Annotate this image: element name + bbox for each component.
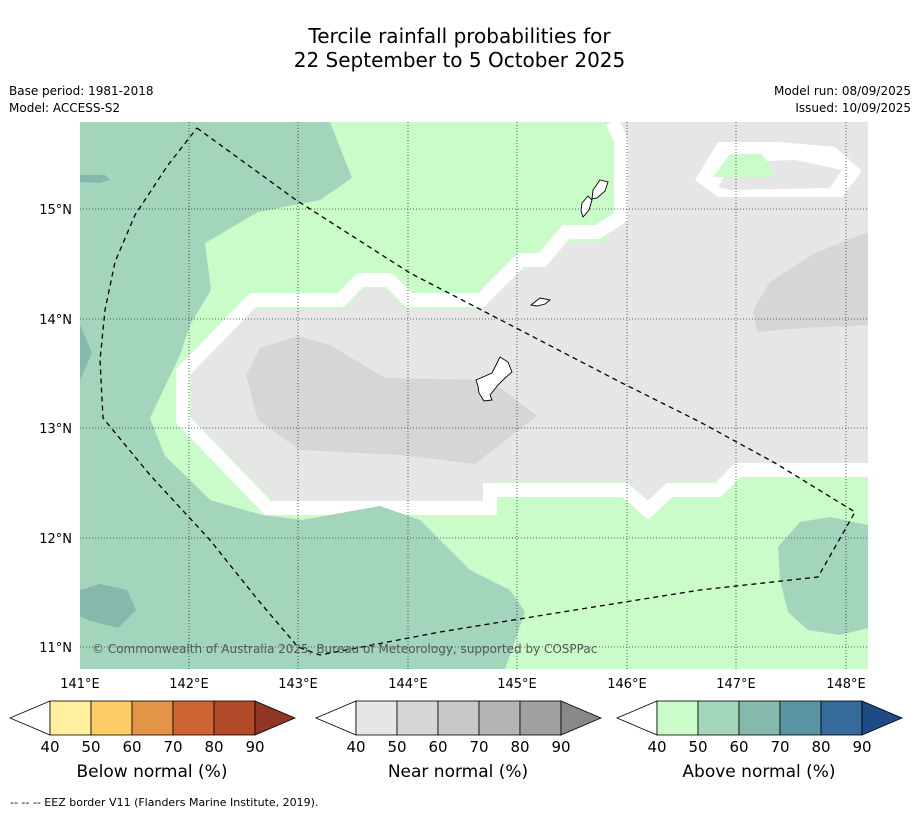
- model-name: Model: ACCESS-S2: [9, 101, 121, 115]
- above-normal-50-60-west: [80, 122, 525, 669]
- green-patch-east: [713, 154, 776, 177]
- issued-date: Issued: 10/09/2025: [795, 101, 911, 115]
- lat-label: 14°N: [39, 313, 72, 328]
- near-normal-boundary: [176, 122, 868, 520]
- guam-island: [475, 356, 513, 402]
- tinian-island: [580, 195, 593, 218]
- lat-label: 15°N: [39, 203, 72, 218]
- lon-label: 146°E: [607, 677, 647, 692]
- colorbar-tick-label: 90: [245, 738, 264, 756]
- colorbar-segment: [656, 700, 699, 736]
- colorbar-tick-label: 80: [510, 738, 529, 756]
- colorbar-tick-label: 70: [469, 738, 488, 756]
- lon-label: 147°E: [716, 677, 756, 692]
- colorbar-tick-label: 50: [81, 738, 100, 756]
- meta-left: Base period: 1981-2018 Model: ACCESS-S2: [9, 83, 154, 117]
- lon-label: 145°E: [497, 677, 537, 692]
- colorbar-tick-label: 40: [346, 738, 365, 756]
- colorbar-arrow-low: [615, 700, 658, 736]
- colorbar-tick-label: 80: [204, 738, 223, 756]
- colorbar-arrow-high: [861, 700, 904, 736]
- colorbar-tick-label: 60: [729, 738, 748, 756]
- above-normal-60-70-sw: [80, 584, 136, 628]
- lat-label: 13°N: [39, 422, 72, 437]
- colorbar-segment: [697, 700, 740, 736]
- above-normal-60-70-nw: [80, 175, 110, 183]
- colorbar-near-normal: 40 50 60 70 80 90: [314, 700, 603, 756]
- colorbar-tick-label: 50: [688, 738, 707, 756]
- colorbar-segment: [213, 700, 256, 736]
- colorbar-segment: [49, 700, 92, 736]
- colorbar-segment: [355, 700, 398, 736]
- colorbar-tick-label: 60: [428, 738, 447, 756]
- colorbar-tick-label: 40: [40, 738, 59, 756]
- colorbar-tick-label: 90: [551, 738, 570, 756]
- lon-label: 143°E: [278, 677, 318, 692]
- model-run: Model run: 08/09/2025: [773, 84, 911, 98]
- colorbar-arrow-high: [560, 700, 603, 736]
- colorbar-segment: [90, 700, 133, 736]
- rota-island: [529, 297, 552, 307]
- graticule: [80, 122, 868, 669]
- colorbar-tick-label: 40: [647, 738, 666, 756]
- colorbar-below-normal: 40 50 60 70 80 90: [8, 700, 297, 756]
- colorbar-tick-label: 80: [811, 738, 830, 756]
- copyright-text: © Commonwealth of Australia 2025, Bureau…: [92, 642, 597, 656]
- meta-right: Model run: 08/09/2025 Issued: 10/09/2025: [774, 83, 911, 117]
- colorbar-arrow-low: [314, 700, 357, 736]
- colorbar-segment: [820, 700, 863, 736]
- lon-labels: 141°E 142°E 143°E 144°E 145°E 146°E 147°…: [60, 677, 866, 692]
- colorbar-above-normal: 40 50 60 70 80 90: [615, 700, 904, 756]
- colorbar-arrow-low: [8, 700, 51, 736]
- colorbar-segment: [519, 700, 562, 736]
- probability-fields: [80, 122, 868, 669]
- lat-label: 11°N: [39, 641, 72, 656]
- lon-label: 141°E: [60, 677, 100, 692]
- colorbar-title-below: Below normal (%): [76, 762, 228, 782]
- colorbar-tick-label: 60: [122, 738, 141, 756]
- near-normal-50-60-east: [753, 232, 868, 332]
- title-line-2: 22 September to 5 October 2025: [293, 48, 626, 72]
- colorbar-title-above: Above normal (%): [682, 762, 836, 782]
- colorbar-segment: [396, 700, 439, 736]
- colorbar-tick-label: 90: [852, 738, 871, 756]
- islands: [475, 179, 609, 402]
- colorbars: 40 50 60 70 80 90 40 50 60 70 80 90 40 50 60 70 80 90: [8, 700, 904, 756]
- lon-label: 148°E: [826, 677, 866, 692]
- above-normal-50-60-east: [778, 517, 868, 635]
- colorbar-tick-label: 70: [163, 738, 182, 756]
- lat-label: 12°N: [39, 532, 72, 547]
- lon-label: 142°E: [169, 677, 209, 692]
- map: © Commonwealth of Australia 2025, Bureau…: [39, 122, 868, 692]
- colorbar-title-near: Near normal (%): [387, 762, 529, 782]
- colorbar-segment: [437, 700, 480, 736]
- above-normal-60-70-w: [80, 325, 92, 380]
- colorbar-segment: [172, 700, 215, 736]
- near-normal-50-60-west: [246, 336, 537, 464]
- lat-labels: 15°N 14°N 13°N 12°N 11°N: [39, 203, 72, 656]
- eez-footnote: -- -- -- EEZ border V11 (Flanders Marine…: [10, 796, 319, 809]
- colorbar-arrow-high: [254, 700, 297, 736]
- title-line-1: Tercile rainfall probabilities for: [308, 24, 611, 48]
- colorbar-tick-label: 50: [387, 738, 406, 756]
- colorbar-segment: [131, 700, 174, 736]
- base-period: Base period: 1981-2018: [9, 84, 154, 98]
- colorbar-segment: [738, 700, 781, 736]
- saipan-island: [591, 179, 609, 200]
- colorbar-tick-label: 70: [770, 738, 789, 756]
- lon-label: 144°E: [388, 677, 428, 692]
- colorbar-segment: [478, 700, 521, 736]
- eez-border: [99, 127, 856, 656]
- colorbar-segment: [779, 700, 822, 736]
